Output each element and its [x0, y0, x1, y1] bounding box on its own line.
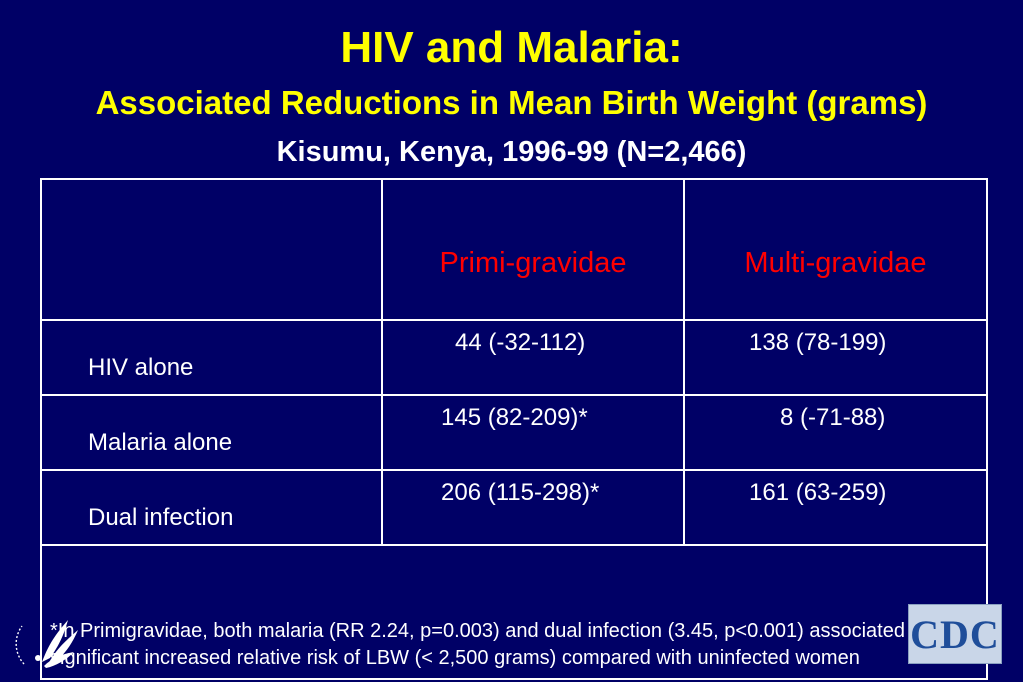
row-label: Dual infection — [40, 469, 383, 546]
cdc-logo-text: CDC — [910, 611, 1000, 657]
primi-value: 145 (82-209)* — [381, 394, 685, 471]
table-row: HIV alone 44 (-32-112) 138 (78-199) — [40, 319, 988, 396]
table-row: Dual infection 206 (115-298)* 161 (63-25… — [40, 469, 988, 546]
slide-title: HIV and Malaria: — [340, 23, 683, 72]
slide-subtitle: Associated Reductions in Mean Birth Weig… — [95, 84, 928, 121]
multi-value: 138 (78-199) — [683, 319, 988, 396]
table-header-row: Primi-gravidae Multi-gravidae — [40, 178, 988, 321]
header-multi-gravidae: Multi-gravidae — [683, 178, 988, 321]
multi-value: 8 (-71-88) — [683, 394, 988, 471]
hhs-eagle-icon — [15, 620, 78, 668]
primi-value: 44 (-32-112) — [381, 319, 685, 396]
row-label: Malaria alone — [40, 394, 383, 471]
header-primi-gravidae: Primi-gravidae — [381, 178, 685, 321]
row-label: HIV alone — [40, 319, 383, 396]
footnote: *In Primigravidae, both malaria (RR 2.24… — [40, 544, 988, 680]
header-empty-cell — [40, 178, 383, 321]
table-row: Malaria alone 145 (82-209)* 8 (-71-88) — [40, 394, 988, 471]
slide-location: Kisumu, Kenya, 1996-99 (N=2,466) — [276, 136, 747, 168]
primi-value: 206 (115-298)* — [381, 469, 685, 546]
cdc-logo: CDC — [908, 604, 1002, 664]
table-footnote-row: *In Primigravidae, both malaria (RR 2.24… — [40, 544, 988, 680]
multi-value: 161 (63-259) — [683, 469, 988, 546]
birth-weight-table: Primi-gravidae Multi-gravidae HIV alone … — [40, 178, 988, 680]
